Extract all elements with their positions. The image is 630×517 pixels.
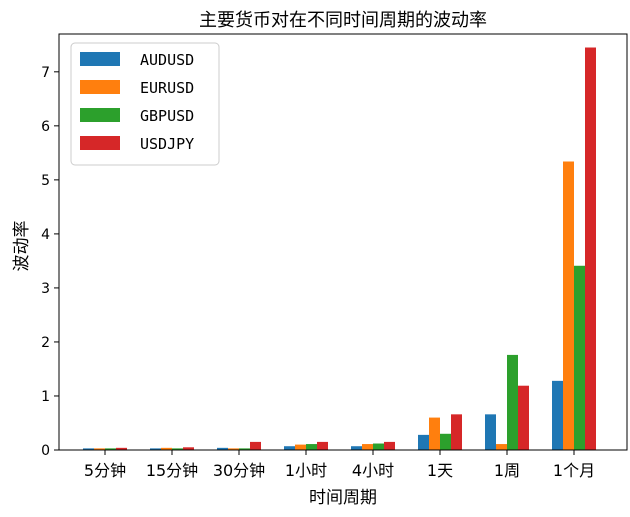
bar — [83, 448, 94, 450]
x-tick-label: 5分钟 — [84, 461, 126, 480]
x-tick-label: 1周 — [494, 461, 520, 480]
x-tick-label: 1天 — [427, 461, 453, 480]
y-tick-label: 0 — [41, 443, 50, 459]
bar — [295, 444, 306, 450]
bar — [362, 444, 373, 450]
x-tick-label: 1个月 — [553, 461, 595, 480]
bar — [418, 434, 429, 450]
bar — [429, 417, 440, 450]
bar — [150, 448, 161, 450]
bar — [306, 444, 317, 450]
x-tick-label: 30分钟 — [213, 461, 265, 480]
bar — [172, 448, 183, 450]
bar — [518, 385, 529, 450]
bar — [485, 414, 496, 450]
bar — [384, 441, 395, 450]
bar — [496, 444, 507, 450]
y-tick-label: 4 — [41, 227, 50, 243]
bar — [552, 380, 563, 450]
bar — [563, 161, 574, 450]
y-tick-label: 2 — [41, 335, 50, 351]
legend-label: AUDUSD — [140, 51, 194, 69]
legend-label: EURUSD — [140, 79, 194, 97]
bar — [228, 448, 239, 450]
y-tick-label: 5 — [41, 173, 50, 189]
y-axis-label: 波动率 — [12, 221, 32, 272]
legend-swatch — [80, 52, 120, 66]
legend-swatch — [80, 80, 120, 94]
y-tick-label: 6 — [41, 119, 50, 135]
bar — [217, 447, 228, 450]
plot-frame — [58, 33, 628, 451]
x-tick-label: 4小时 — [352, 461, 394, 480]
bar — [239, 448, 250, 450]
bar — [507, 354, 518, 450]
bar — [250, 441, 261, 450]
x-tick-label: 15分钟 — [146, 461, 198, 480]
bar — [574, 265, 585, 450]
bar — [451, 414, 462, 450]
y-tick-label: 1 — [41, 389, 50, 405]
bar — [585, 47, 596, 450]
chart-title: 主要货币对在不同时间周期的波动率 — [199, 10, 487, 31]
legend-label: USDJPY — [140, 135, 194, 153]
bar — [317, 441, 328, 450]
legend: AUDUSD EURUSD GBPUSD USDJPY — [70, 42, 220, 166]
bar — [373, 443, 384, 450]
y-tick-label: 3 — [41, 281, 50, 297]
bar — [440, 433, 451, 450]
bar — [94, 448, 105, 450]
bar — [183, 447, 194, 450]
bar — [105, 448, 116, 450]
legend-swatch — [80, 108, 120, 122]
bar — [161, 447, 172, 450]
legend-label: GBPUSD — [140, 107, 194, 125]
x-axis-label: 时间周期 — [309, 488, 377, 508]
bar — [351, 446, 362, 450]
bar — [116, 447, 127, 450]
bar — [284, 446, 295, 450]
x-tick-label: 1小时 — [285, 461, 327, 480]
y-tick-label: 7 — [41, 65, 50, 81]
legend-swatch — [80, 136, 120, 150]
legend-box — [70, 42, 220, 166]
